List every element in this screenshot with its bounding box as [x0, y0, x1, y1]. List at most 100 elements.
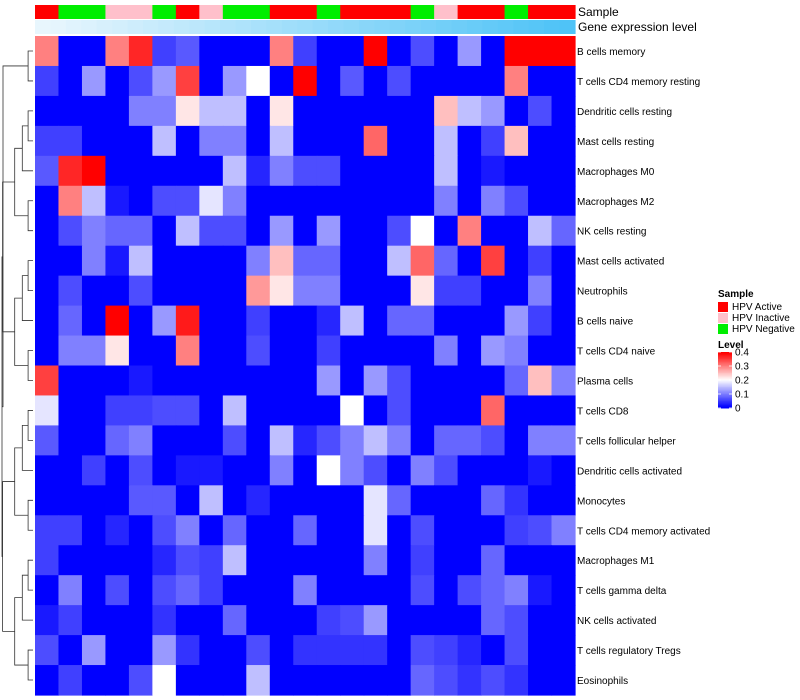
- expression-gradient-cell: [312, 20, 329, 34]
- sample-annotation-cell: [128, 5, 153, 19]
- heatmap-cell: [293, 485, 318, 516]
- heatmap-cell: [551, 275, 576, 307]
- heatmap-cell: [363, 635, 388, 666]
- heatmap-cell: [293, 425, 318, 456]
- expression-gradient-cell: [158, 20, 175, 34]
- heatmap-cell: [528, 125, 553, 157]
- heatmap-cell: [293, 36, 318, 67]
- heatmap-cell: [269, 455, 294, 486]
- expression-gradient-cell: [204, 20, 221, 34]
- heatmap-cell: [504, 305, 529, 337]
- heatmap-cell: [128, 395, 153, 427]
- heatmap-cell: [481, 305, 506, 337]
- row-label: Dendritic cells activated: [577, 466, 682, 477]
- heatmap-cell: [128, 425, 153, 456]
- heatmap-cell: [58, 125, 83, 157]
- heatmap-cell: [387, 575, 412, 606]
- dendrogram-branch: [2, 181, 15, 333]
- heatmap-cell: [387, 365, 412, 397]
- heatmap-cell: [222, 485, 247, 516]
- heatmap-cell: [363, 425, 388, 456]
- heatmap-cell: [199, 545, 224, 576]
- heatmap-cell: [128, 65, 153, 97]
- heatmap-cell: [551, 665, 576, 696]
- heatmap-cell: [387, 635, 412, 666]
- heatmap-cell: [269, 65, 294, 97]
- heatmap-cell: [105, 335, 130, 367]
- heatmap-cell: [222, 275, 247, 307]
- heatmap-cell: [152, 65, 177, 97]
- heatmap-cell: [58, 275, 83, 307]
- level-legend-gradient: [718, 405, 732, 408]
- heatmap-cell: [175, 425, 200, 456]
- heatmap-cell: [340, 545, 365, 576]
- heatmap-cell: [340, 335, 365, 367]
- heatmap-cell: [293, 335, 318, 367]
- heatmap-cell: [434, 275, 459, 307]
- heatmap-cell: [269, 635, 294, 666]
- level-legend-tick-label: 0.3: [735, 362, 749, 373]
- heatmap-cell: [434, 605, 459, 636]
- row-label: Eosinophils: [577, 676, 628, 687]
- heatmap-cell: [457, 605, 482, 636]
- heatmap-cell: [35, 335, 60, 367]
- heatmap-cell: [175, 575, 200, 606]
- expression-gradient-cell: [559, 20, 576, 34]
- heatmap-cell: [293, 605, 318, 636]
- heatmap-cell: [175, 185, 200, 217]
- heatmap-cell: [81, 95, 107, 127]
- row-label: Mast cells resting: [577, 137, 654, 148]
- expression-gradient-cell: [343, 20, 360, 34]
- level-legend-gradient: [718, 374, 732, 377]
- heatmap-cell: [528, 215, 553, 247]
- level-legend-tick-label: 0: [735, 404, 741, 415]
- expression-gradient-cell: [127, 20, 144, 34]
- heatmap-cell: [457, 245, 482, 277]
- heatmap-cell: [58, 155, 83, 187]
- heatmap-cell: [152, 185, 177, 217]
- heatmap-cell: [81, 515, 107, 546]
- level-legend-gradient: [718, 360, 732, 363]
- heatmap-cell: [410, 665, 435, 696]
- heatmap-cell: [481, 455, 506, 486]
- heatmap-cell: [105, 455, 130, 486]
- heatmap-cell: [293, 635, 318, 666]
- heatmap-cell: [551, 335, 576, 367]
- heatmap-cell: [246, 215, 271, 247]
- heatmap-cell: [105, 185, 130, 217]
- level-legend-gradient: [718, 385, 732, 388]
- heatmap-cell: [316, 605, 341, 636]
- heatmap-cell: [152, 575, 177, 606]
- level-legend-gradient: [718, 389, 732, 392]
- level-legend-gradient: [718, 394, 732, 396]
- dendrogram-branch: [21, 275, 33, 321]
- heatmap-cell: [481, 605, 506, 636]
- heatmap-cell: [269, 36, 294, 67]
- heatmap-cell: [199, 425, 224, 456]
- heatmap-cell: [363, 575, 388, 606]
- heatmap-cell: [340, 635, 365, 666]
- heatmap-cell: [58, 215, 83, 247]
- heatmap-cell: [434, 245, 459, 277]
- heatmap-cell: [81, 365, 107, 397]
- heatmap-cell: [105, 425, 130, 456]
- heatmap-cell: [199, 665, 224, 696]
- heatmap-cell: [58, 545, 83, 576]
- heatmap-cell: [387, 485, 412, 516]
- level-legend-gradient: [718, 384, 732, 387]
- heatmap-cell: [457, 545, 482, 576]
- heatmap-cell: [35, 395, 60, 427]
- heatmap-cell: [293, 545, 318, 576]
- heatmap-cell: [363, 455, 388, 486]
- level-legend-gradient: [718, 381, 732, 384]
- heatmap-cell: [246, 155, 271, 187]
- heatmap-cell: [105, 245, 130, 277]
- heatmap-cell: [81, 155, 107, 187]
- heatmap-cell: [316, 545, 341, 576]
- level-legend-gradient: [718, 382, 732, 385]
- heatmap-cell: [387, 36, 412, 67]
- dendrogram-branch: [14, 447, 29, 516]
- heatmap-cell: [363, 155, 388, 187]
- heatmap-cell: [340, 305, 365, 337]
